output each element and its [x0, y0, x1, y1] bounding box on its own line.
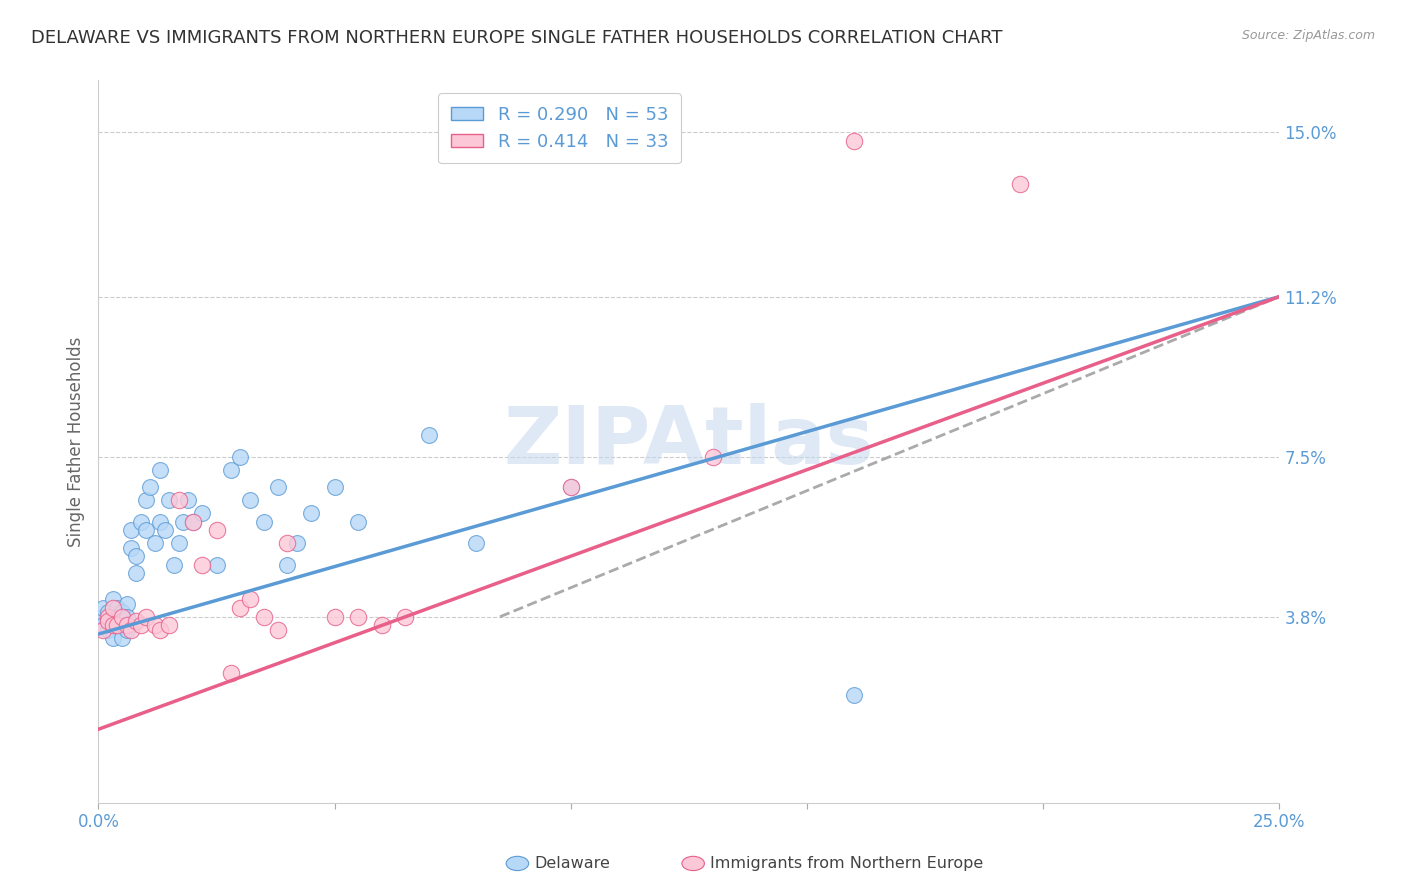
Point — [276, 536, 298, 550]
Point — [229, 450, 252, 464]
Point — [97, 614, 120, 628]
Point — [111, 609, 134, 624]
Point — [181, 515, 204, 529]
Point — [844, 134, 866, 148]
Text: ZIPAtlas: ZIPAtlas — [503, 402, 875, 481]
Point — [167, 536, 190, 550]
Point — [97, 609, 120, 624]
Text: Source: ZipAtlas.com: Source: ZipAtlas.com — [1241, 29, 1375, 42]
Point — [239, 592, 262, 607]
Point — [149, 623, 172, 637]
Point — [121, 541, 143, 555]
Point — [121, 523, 143, 537]
Point — [153, 523, 176, 537]
Y-axis label: Single Father Households: Single Father Households — [66, 336, 84, 547]
Point — [253, 609, 276, 624]
Point — [267, 480, 290, 494]
Point — [101, 592, 124, 607]
Point — [111, 614, 134, 628]
Point — [121, 623, 143, 637]
Point — [371, 618, 394, 632]
Point — [347, 515, 370, 529]
Point — [101, 601, 124, 615]
Point — [560, 480, 582, 494]
Point — [143, 536, 166, 550]
Point — [219, 665, 242, 680]
Point — [229, 601, 252, 615]
Point — [105, 601, 128, 615]
Point — [465, 536, 488, 550]
Point — [253, 515, 276, 529]
Point — [172, 515, 194, 529]
Point — [323, 609, 346, 624]
Point — [111, 606, 134, 620]
Point — [105, 609, 128, 624]
Point — [157, 492, 180, 507]
Point — [205, 523, 228, 537]
Point — [276, 558, 298, 572]
Point — [143, 618, 166, 632]
Point — [267, 623, 290, 637]
Point — [125, 566, 148, 581]
Point — [181, 515, 204, 529]
Point — [139, 480, 162, 494]
Point — [91, 609, 114, 624]
Point — [702, 450, 724, 464]
Point — [135, 523, 157, 537]
Text: Delaware: Delaware — [534, 856, 610, 871]
Point — [285, 536, 308, 550]
Point — [205, 558, 228, 572]
Point — [129, 618, 152, 632]
Point — [115, 618, 138, 632]
Legend: R = 0.290   N = 53, R = 0.414   N = 33: R = 0.290 N = 53, R = 0.414 N = 33 — [439, 93, 681, 163]
Point — [163, 558, 186, 572]
Text: DELAWARE VS IMMIGRANTS FROM NORTHERN EUROPE SINGLE FATHER HOUSEHOLDS CORRELATION: DELAWARE VS IMMIGRANTS FROM NORTHERN EUR… — [31, 29, 1002, 46]
Point — [191, 558, 214, 572]
Point — [299, 506, 322, 520]
Point — [157, 618, 180, 632]
Point — [135, 609, 157, 624]
Point — [101, 632, 124, 646]
Point — [115, 623, 138, 637]
Point — [111, 632, 134, 646]
Point — [125, 614, 148, 628]
Point — [239, 492, 262, 507]
Point — [191, 506, 214, 520]
Text: Immigrants from Northern Europe: Immigrants from Northern Europe — [710, 856, 983, 871]
Point — [1008, 177, 1031, 191]
Point — [115, 609, 138, 624]
Point — [347, 609, 370, 624]
Point — [149, 515, 172, 529]
Point — [418, 428, 440, 442]
Point — [394, 609, 416, 624]
Point — [167, 492, 190, 507]
Point — [91, 601, 114, 615]
Point — [105, 618, 128, 632]
Point — [101, 618, 124, 632]
Point — [115, 597, 138, 611]
Point — [91, 618, 114, 632]
Point — [129, 515, 152, 529]
Point — [323, 480, 346, 494]
Point — [844, 688, 866, 702]
Point — [125, 549, 148, 564]
Point — [101, 609, 124, 624]
Point — [101, 618, 124, 632]
Point — [111, 618, 134, 632]
Point — [149, 463, 172, 477]
Point — [97, 623, 120, 637]
Point — [97, 614, 120, 628]
Point — [219, 463, 242, 477]
Point — [177, 492, 200, 507]
Point — [91, 623, 114, 637]
Point — [97, 606, 120, 620]
Point — [135, 492, 157, 507]
Point — [560, 480, 582, 494]
